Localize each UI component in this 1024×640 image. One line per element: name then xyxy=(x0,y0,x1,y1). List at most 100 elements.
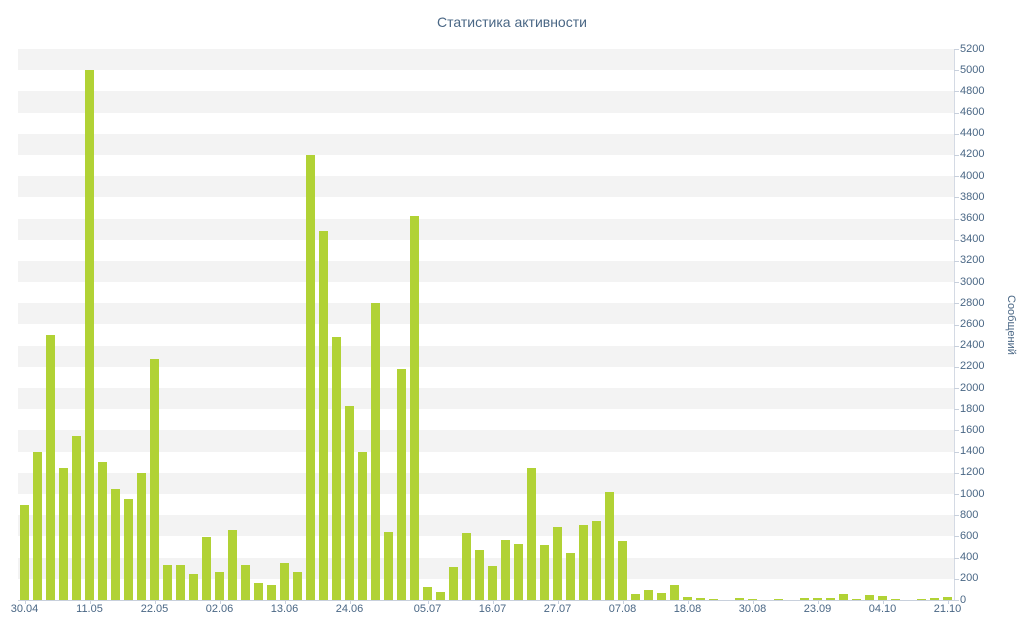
y-tick-label: 4000 xyxy=(960,169,985,182)
grid-band xyxy=(18,345,954,367)
bar[interactable] xyxy=(332,337,341,600)
bar[interactable] xyxy=(215,572,224,600)
y-tick-mark xyxy=(954,154,959,156)
bar[interactable] xyxy=(72,436,81,600)
x-tick-mark xyxy=(284,600,286,604)
bar[interactable] xyxy=(657,593,666,600)
y-tick-label: 3400 xyxy=(960,233,985,246)
grid-band xyxy=(18,324,954,346)
bar[interactable] xyxy=(124,499,133,600)
bar[interactable] xyxy=(202,537,211,600)
bar[interactable] xyxy=(358,452,367,600)
bar[interactable] xyxy=(696,598,705,600)
bar[interactable] xyxy=(839,594,848,600)
bar[interactable] xyxy=(943,597,952,600)
bar[interactable] xyxy=(267,585,276,600)
bar[interactable] xyxy=(735,598,744,600)
bar[interactable] xyxy=(20,505,29,600)
bar[interactable] xyxy=(280,563,289,600)
y-tick-label: 600 xyxy=(960,529,979,542)
bar[interactable] xyxy=(436,592,445,600)
plot-area xyxy=(18,49,954,601)
bar[interactable] xyxy=(878,596,887,600)
y-tick-mark xyxy=(954,494,959,496)
y-tick-label: 800 xyxy=(960,508,979,521)
y-tick-mark xyxy=(954,176,959,178)
bar[interactable] xyxy=(423,587,432,600)
y-tick-mark xyxy=(954,600,959,601)
y-tick-mark xyxy=(954,557,959,559)
bar[interactable] xyxy=(59,468,68,600)
bar[interactable] xyxy=(670,585,679,600)
bar[interactable] xyxy=(683,597,692,600)
bar[interactable] xyxy=(774,599,783,600)
bar[interactable] xyxy=(345,406,354,600)
bar[interactable] xyxy=(33,452,42,600)
bar[interactable] xyxy=(540,545,549,600)
bar[interactable] xyxy=(176,565,185,600)
bar[interactable] xyxy=(488,566,497,600)
x-tick-label: 18.08 xyxy=(673,603,702,615)
y-tick-label: 1000 xyxy=(960,487,985,500)
x-tick-mark xyxy=(349,600,351,604)
bar[interactable] xyxy=(891,599,900,600)
bar[interactable] xyxy=(579,525,588,600)
bar[interactable] xyxy=(709,599,718,600)
bar[interactable] xyxy=(449,567,458,600)
bar[interactable] xyxy=(163,565,172,600)
bar[interactable] xyxy=(852,599,861,600)
x-tick-label: 27.07 xyxy=(543,603,572,615)
bar[interactable] xyxy=(85,70,94,600)
bar[interactable] xyxy=(475,550,484,600)
bar[interactable] xyxy=(631,594,640,600)
bar[interactable] xyxy=(254,583,263,600)
y-tick-mark xyxy=(954,578,959,580)
y-tick-mark xyxy=(954,218,959,220)
bar[interactable] xyxy=(293,572,302,600)
bar[interactable] xyxy=(748,599,757,600)
x-tick-label: 04.10 xyxy=(868,603,897,615)
y-tick-label: 4200 xyxy=(960,148,985,161)
x-tick-label: 24.06 xyxy=(335,603,364,615)
bar[interactable] xyxy=(826,598,835,600)
x-tick-mark xyxy=(492,600,494,604)
bar[interactable] xyxy=(189,574,198,600)
y-tick-mark xyxy=(954,49,959,50)
bar[interactable] xyxy=(111,489,120,600)
bar[interactable] xyxy=(514,544,523,600)
bar[interactable] xyxy=(371,303,380,600)
bar[interactable] xyxy=(813,598,822,600)
bar[interactable] xyxy=(319,231,328,600)
bar[interactable] xyxy=(865,595,874,600)
chart-title: Статистика активности xyxy=(437,14,587,30)
bar[interactable] xyxy=(644,590,653,600)
bar[interactable] xyxy=(306,155,315,600)
bar[interactable] xyxy=(150,359,159,600)
bar[interactable] xyxy=(98,462,107,600)
bar[interactable] xyxy=(917,599,926,600)
bar[interactable] xyxy=(46,335,55,600)
bar[interactable] xyxy=(527,468,536,600)
bar[interactable] xyxy=(618,541,627,600)
bar[interactable] xyxy=(501,540,510,600)
bar[interactable] xyxy=(410,216,419,600)
bar[interactable] xyxy=(397,369,406,600)
bar[interactable] xyxy=(566,553,575,600)
grid-band xyxy=(18,154,954,177)
bar[interactable] xyxy=(800,598,809,600)
bar[interactable] xyxy=(553,527,562,600)
bar[interactable] xyxy=(462,533,471,600)
y-tick-mark xyxy=(954,366,959,368)
y-tick-label: 200 xyxy=(960,572,979,585)
bar[interactable] xyxy=(228,530,237,600)
bar[interactable] xyxy=(592,521,601,600)
bar[interactable] xyxy=(241,565,250,600)
bar[interactable] xyxy=(605,492,614,600)
grid-band xyxy=(18,112,954,134)
bar[interactable] xyxy=(384,532,393,600)
bar[interactable] xyxy=(930,598,939,600)
y-tick-label: 5200 xyxy=(960,42,985,55)
bar[interactable] xyxy=(137,473,146,600)
y-tick-label: 3000 xyxy=(960,275,985,288)
